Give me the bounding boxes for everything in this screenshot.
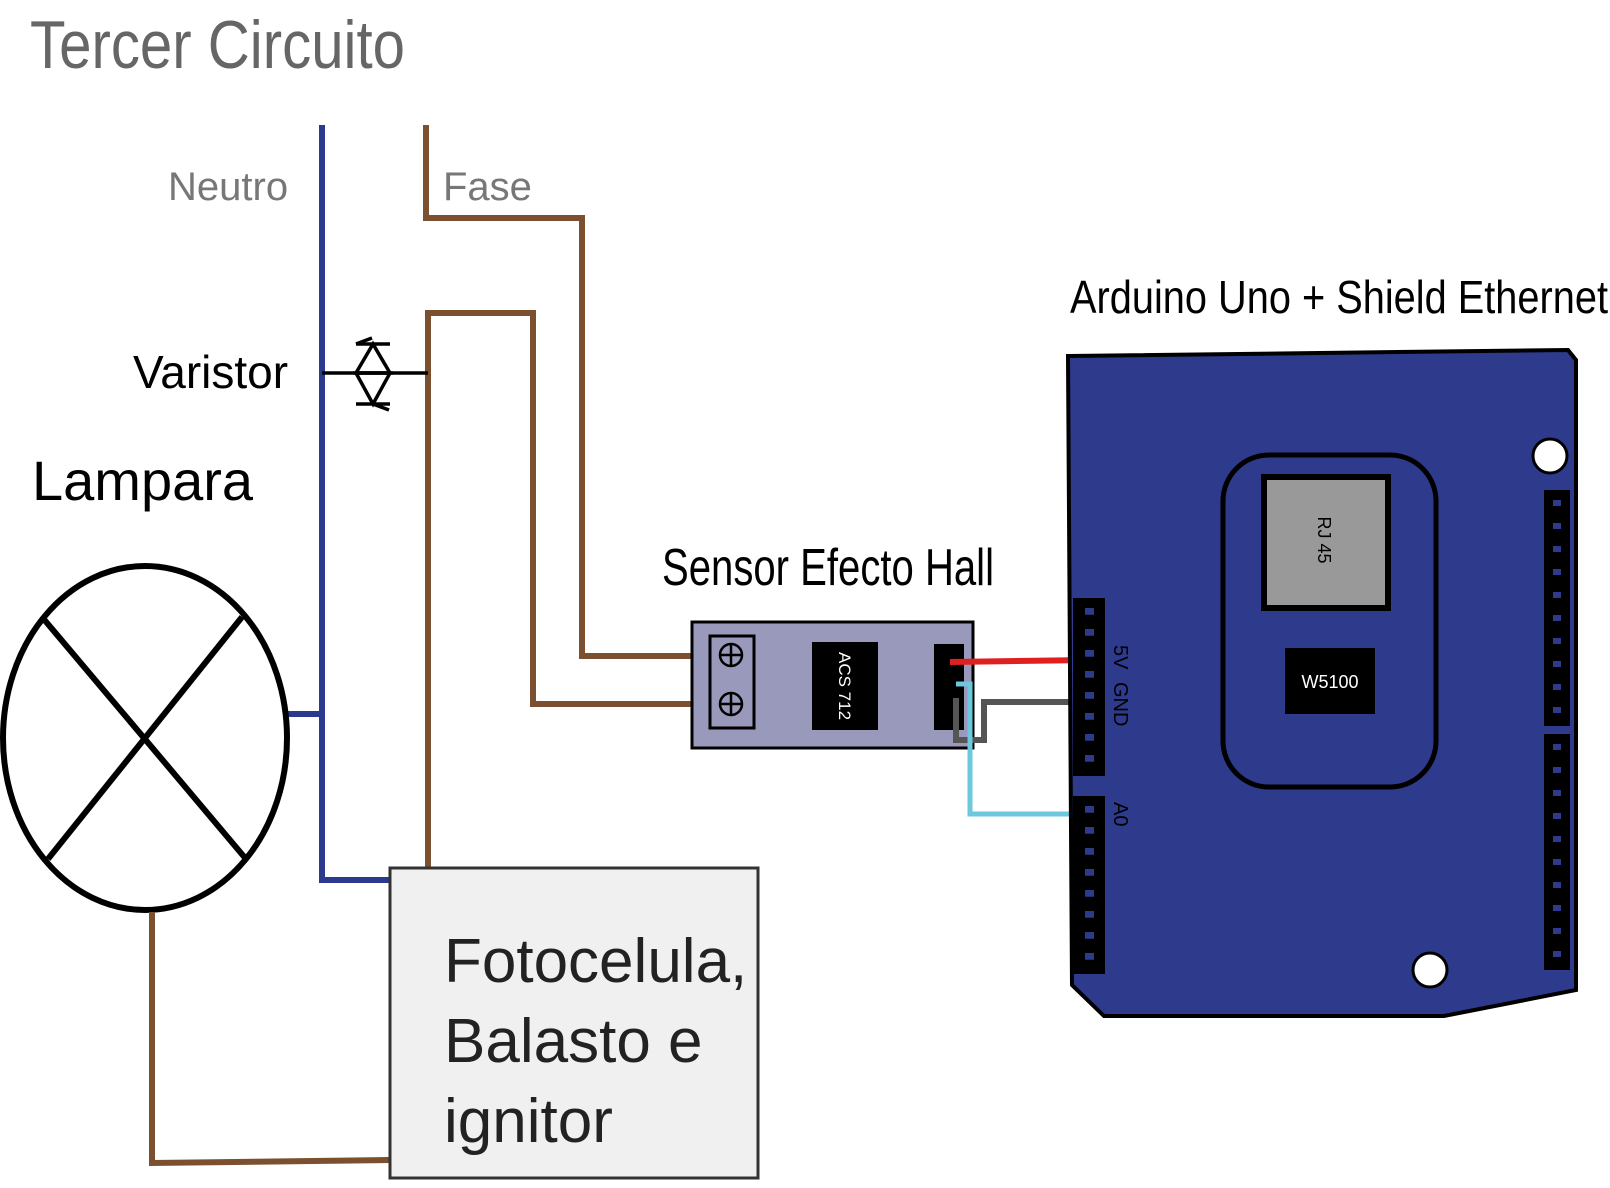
arduino-board: RJ 45 W5100 5V GND A0 — [1065, 347, 1578, 1018]
wire-5v — [949, 657, 1091, 665]
w5100-chip — [1285, 648, 1375, 714]
fase-wire — [423, 125, 714, 659]
mounting-hole-bottom — [1411, 951, 1449, 989]
header-pin — [1553, 928, 1561, 934]
neutro-wire — [319, 125, 390, 883]
varistor-symbol — [322, 336, 428, 412]
box-line-3: ignitor — [444, 1087, 613, 1156]
header-pin — [1085, 755, 1094, 762]
header-pin — [1085, 671, 1094, 678]
analog-header — [1073, 796, 1105, 974]
fotocelula-box — [388, 866, 760, 1180]
w5100-label: W5100 — [1301, 672, 1358, 692]
header-pin — [1085, 890, 1094, 897]
wire-gnd — [953, 698, 1090, 743]
diagram-title: Tercer Circuito — [30, 7, 405, 83]
header-pin — [1085, 713, 1094, 720]
header-pin — [1085, 932, 1094, 939]
header-pin — [1553, 546, 1561, 552]
header-pin — [1553, 684, 1561, 690]
header-pin — [1553, 615, 1561, 621]
header-pin — [1553, 592, 1561, 598]
header-pin — [1085, 827, 1094, 834]
header-pin — [1085, 848, 1094, 855]
box-line-2: Balasto e — [444, 1007, 703, 1076]
power-header — [1073, 598, 1105, 776]
wire-a0 — [956, 681, 1092, 817]
header-pin — [1553, 813, 1561, 819]
acs712-chip — [812, 642, 878, 730]
pin-gnd-label: GND — [1109, 682, 1131, 726]
acs712-chip-label: ACS 712 — [835, 652, 854, 720]
header-pin — [1085, 608, 1094, 615]
header-pin — [1553, 523, 1561, 529]
header-pin — [1553, 744, 1561, 750]
fase-label: Fase — [443, 165, 532, 209]
screw-terminal-bottom-icon — [718, 691, 744, 717]
header-pin — [1553, 569, 1561, 575]
neutro-label: Neutro — [168, 165, 288, 209]
screw-terminal-top-icon — [718, 642, 744, 668]
header-pin — [1553, 638, 1561, 644]
header-pin — [1085, 650, 1094, 657]
header-pins — [1085, 500, 1561, 960]
lamp-return-wire — [149, 912, 391, 1167]
rj45-port — [1261, 474, 1391, 611]
header-pin — [1553, 767, 1561, 773]
pin-5v-label: 5V — [1109, 645, 1131, 670]
sensor-return-wire — [425, 310, 714, 870]
lamp-symbol — [0, 563, 290, 913]
varistor-label: Varistor — [133, 346, 288, 398]
box-line-1: Fotocelula, — [444, 927, 747, 996]
header-pin — [1553, 905, 1561, 911]
header-pin — [1553, 882, 1561, 888]
sensor-header-connector — [934, 644, 964, 730]
header-pin — [1085, 911, 1094, 918]
rj45-label: RJ 45 — [1314, 516, 1334, 563]
header-pin — [1553, 790, 1561, 796]
sensor-label: Sensor Efecto Hall — [662, 539, 994, 597]
header-pin — [1553, 500, 1561, 506]
header-pin — [1553, 836, 1561, 842]
header-pin — [1553, 951, 1561, 957]
hall-sensor-board: ACS 712 — [690, 620, 975, 750]
header-pin — [1085, 953, 1094, 960]
header-pin — [1553, 859, 1561, 865]
header-pin — [1553, 661, 1561, 667]
header-pin — [1085, 692, 1094, 699]
header-pin — [1085, 806, 1094, 813]
header-pin — [1085, 869, 1094, 876]
lampara-label: Lampara — [32, 449, 254, 512]
mounting-hole-top — [1531, 437, 1569, 475]
header-pin — [1085, 734, 1094, 741]
header-pin — [1085, 629, 1094, 636]
ethernet-jack-outline — [1220, 452, 1439, 790]
header-pin — [1553, 707, 1561, 713]
arduino-label: Arduino Uno + Shield Ethernet — [1070, 271, 1608, 323]
pin-a0-label: A0 — [1109, 802, 1131, 826]
